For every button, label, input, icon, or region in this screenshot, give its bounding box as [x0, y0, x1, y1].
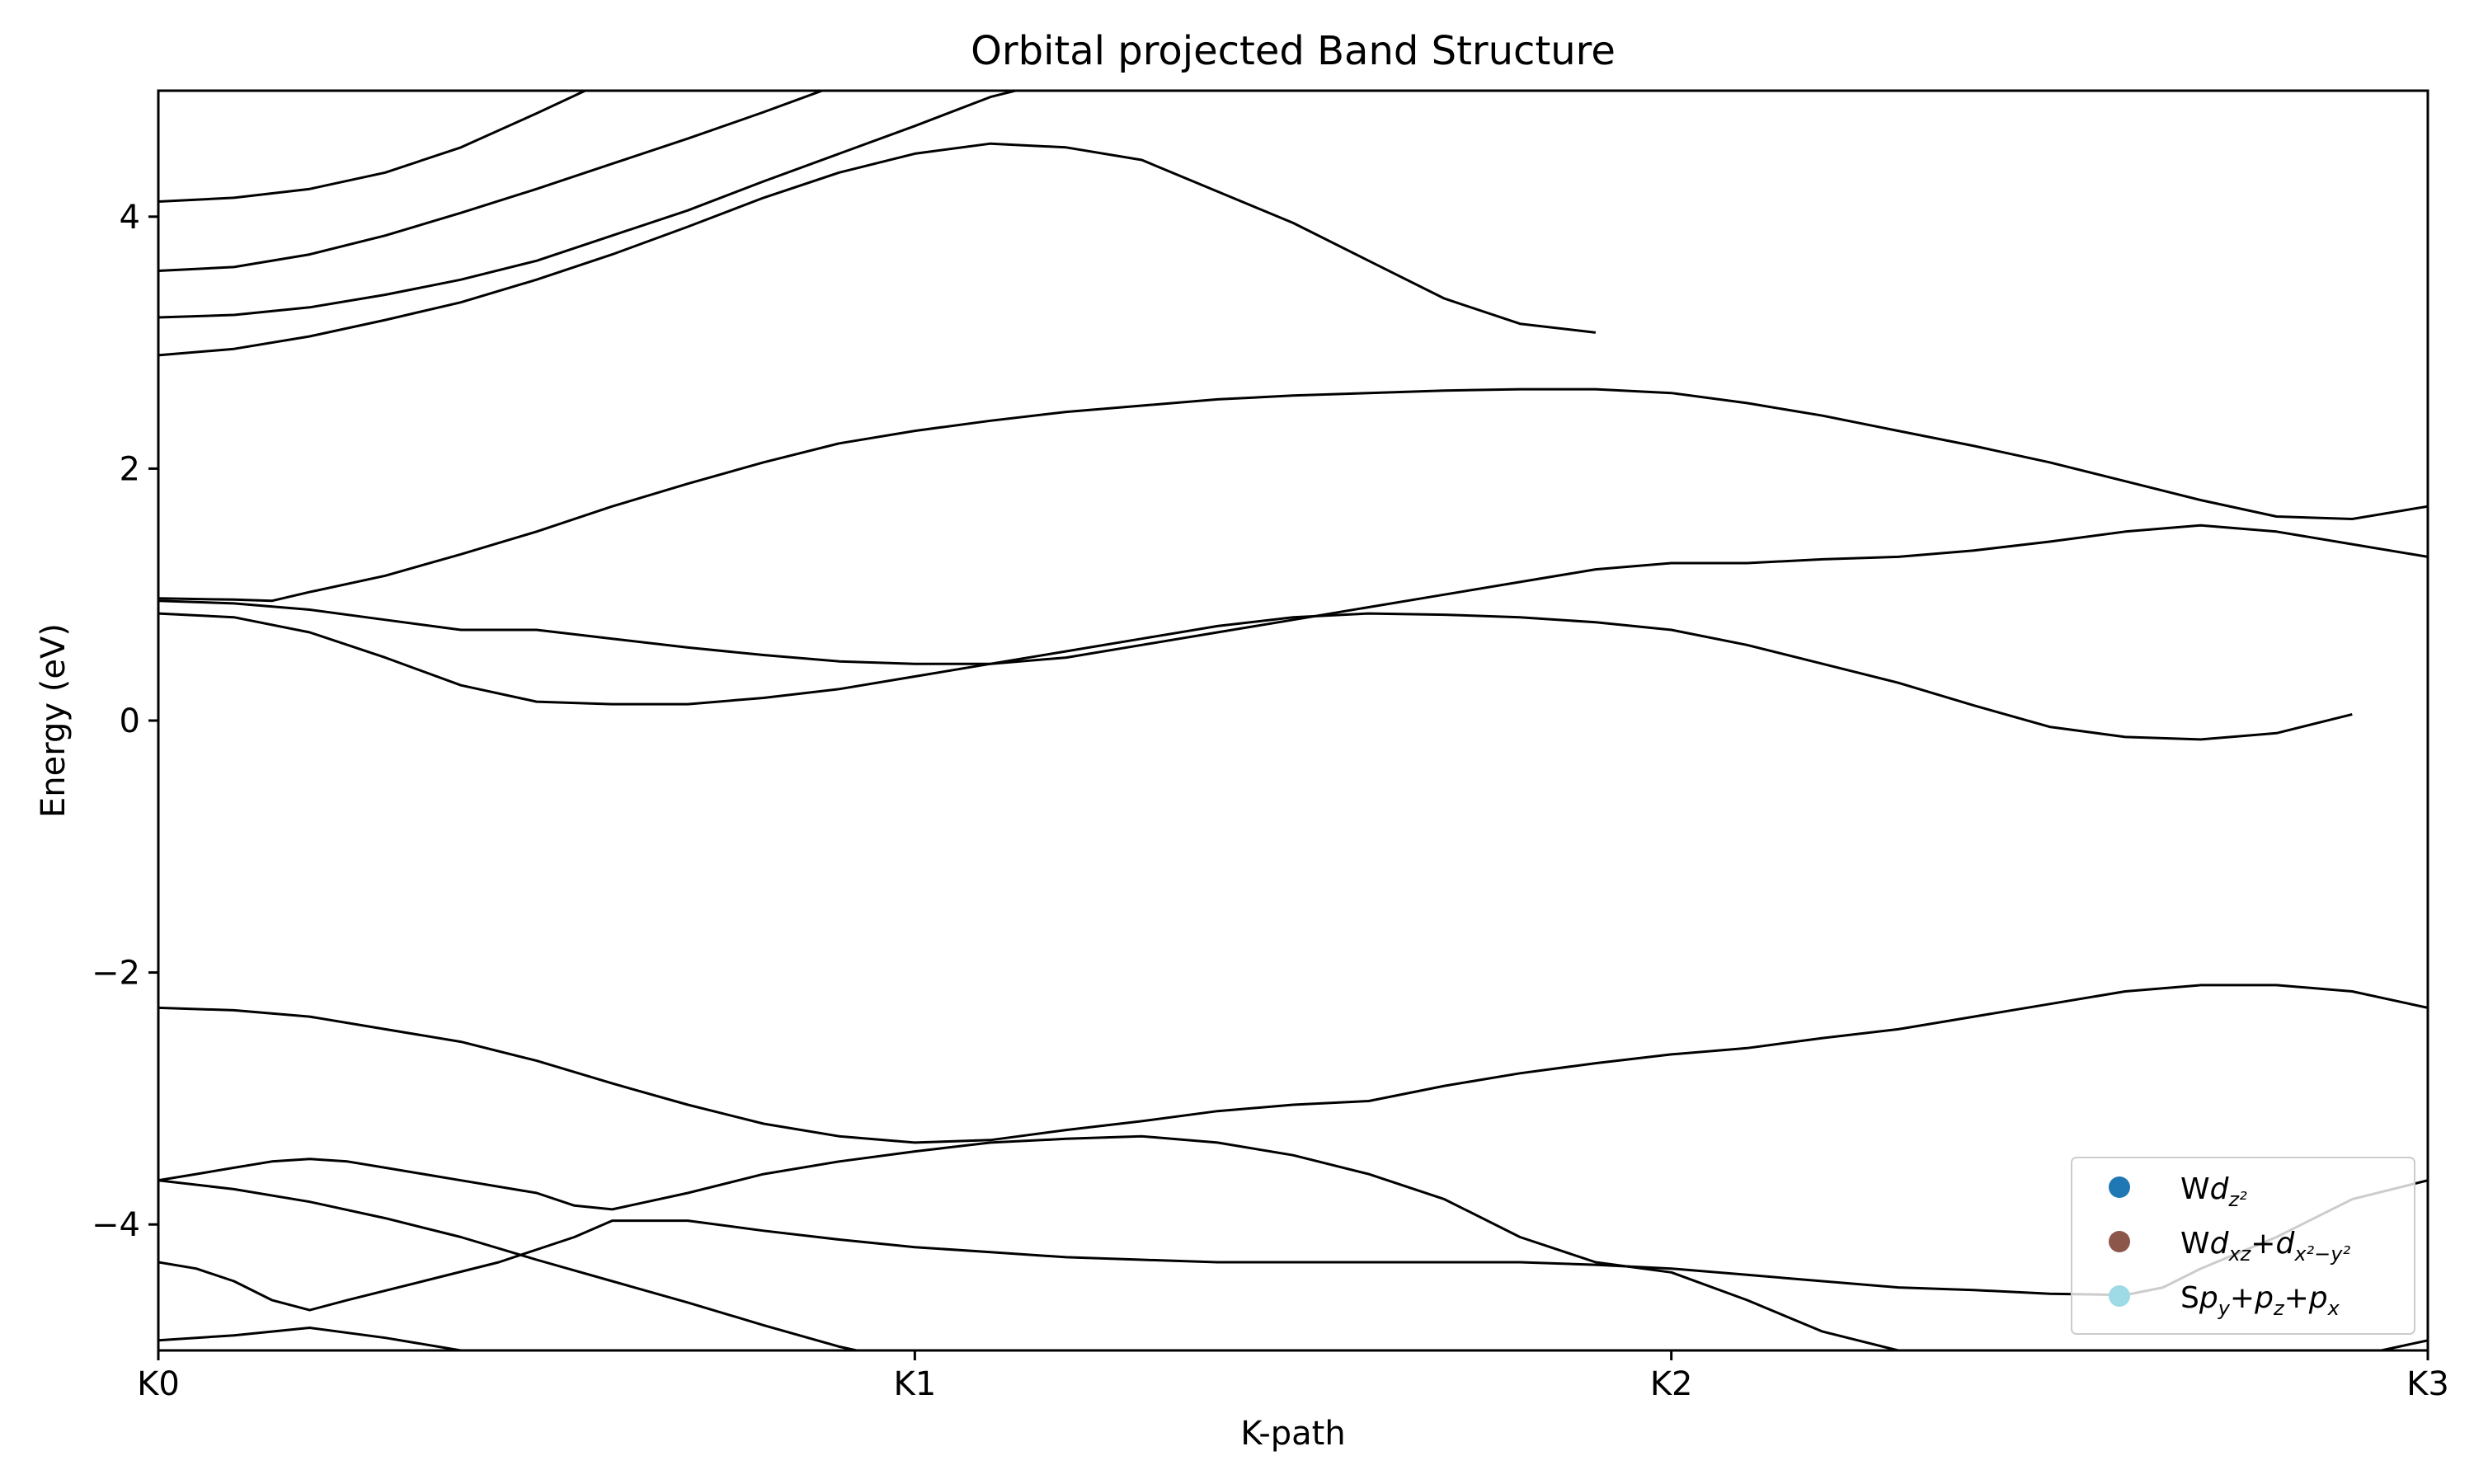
- band-line-7: [158, 524, 2428, 665]
- y-tick-label: −4: [92, 1206, 140, 1244]
- legend-marker: [2109, 1285, 2130, 1307]
- x-tick-label: K2: [1650, 1365, 1693, 1403]
- band-line-5: [158, 984, 2428, 1144]
- band-line-10: [158, 91, 1021, 319]
- legend: Wdz² Wdxz+dx²−y² Spy+pz+px: [2071, 1157, 2415, 1335]
- band-line-8: [158, 387, 2428, 603]
- band-line-4: [158, 1134, 1899, 1350]
- band-line-6: [158, 612, 2353, 741]
- band-line-3: [158, 1179, 863, 1350]
- x-tick-label: K0: [137, 1365, 180, 1403]
- y-tick-label: −2: [92, 955, 140, 993]
- x-axis: K0 K1 K2 K3: [137, 1350, 2449, 1403]
- y-tick-label: 4: [120, 199, 140, 237]
- band-line-1: [158, 1327, 2428, 1350]
- chart-title: Orbital projected Band Structure: [971, 28, 1616, 74]
- y-axis-label: Energy (eV): [35, 623, 73, 818]
- band-line-11: [158, 91, 826, 272]
- x-tick-label: K1: [893, 1365, 936, 1403]
- y-axis: −4 −2 0 2 4: [92, 199, 158, 1244]
- legend-marker: [2109, 1176, 2130, 1198]
- legend-marker: [2109, 1231, 2130, 1252]
- x-tick-label: K3: [2406, 1365, 2449, 1403]
- band-line-9: [158, 142, 1597, 357]
- legend-label: Wdz²: [2180, 1172, 2247, 1211]
- x-axis-label: K-path: [1240, 1415, 1345, 1453]
- legend-frame: [2071, 1157, 2415, 1335]
- y-tick-label: 2: [120, 450, 140, 488]
- legend-label: Wdxz+dx²−y²: [2180, 1227, 2350, 1266]
- y-tick-label: 0: [120, 702, 140, 740]
- band-line-12: [158, 91, 589, 203]
- legend-label: Spy+pz+px: [2180, 1281, 2340, 1320]
